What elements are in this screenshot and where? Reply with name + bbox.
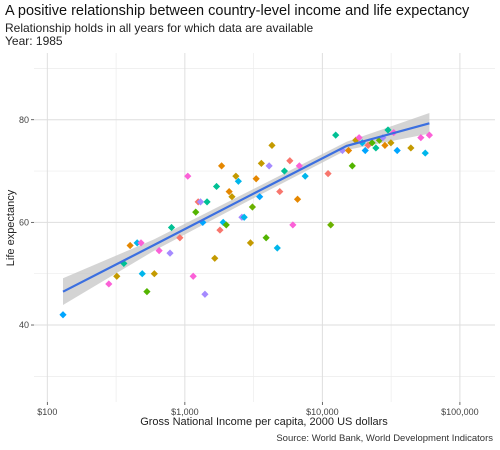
x-tick-label: $1,000 [171, 407, 199, 417]
data-point [246, 239, 255, 247]
data-point [289, 221, 297, 229]
data-point [143, 288, 151, 296]
data-point [232, 172, 240, 180]
data-point [120, 259, 128, 268]
data-point [105, 280, 113, 288]
data-point [348, 162, 356, 170]
data-point [189, 272, 197, 280]
data-point [387, 139, 395, 147]
trend-line [62, 122, 430, 293]
minor-gridlines [34, 53, 495, 402]
data-point [293, 195, 302, 203]
data-point [276, 187, 284, 196]
x-axis-label: Gross National Income per capita, 2000 U… [140, 416, 388, 428]
data-point [327, 221, 335, 229]
y-tick-label: 60 [19, 218, 29, 228]
data-point [234, 177, 242, 185]
data-point [361, 146, 369, 155]
data-point [228, 193, 236, 201]
data-point [217, 162, 226, 170]
data-point [338, 146, 347, 155]
data-point [196, 198, 205, 206]
data-point [324, 170, 332, 178]
y-tick-label: 40 [19, 320, 29, 330]
data-point [211, 254, 219, 262]
data-point [240, 213, 248, 221]
data-point [286, 157, 294, 165]
data-point [167, 223, 176, 232]
data-point [421, 149, 429, 157]
data-point [212, 182, 221, 191]
data-point [184, 172, 192, 180]
data-point [295, 162, 303, 170]
x-tick-label: $100,000 [441, 407, 479, 417]
data-point [192, 208, 200, 216]
data-point [417, 134, 425, 142]
x-tick-label: $100 [37, 407, 57, 417]
data-point [248, 203, 257, 211]
data-point [262, 234, 270, 242]
data-point [150, 270, 158, 278]
data-point [355, 134, 363, 142]
data-point [344, 146, 353, 155]
data-point [381, 141, 389, 149]
year-label: Year: 1985 [5, 34, 63, 48]
data-point [372, 144, 380, 152]
data-point [256, 193, 264, 201]
x-tick-label: $10,000 [306, 407, 339, 417]
data-point [384, 126, 392, 134]
data-point [225, 187, 233, 196]
data-point [368, 139, 376, 147]
data-point [364, 141, 372, 149]
data-point [425, 131, 433, 139]
chart-subtitle: Relationship holds in all years for whic… [5, 21, 314, 35]
data-point [155, 246, 163, 255]
chart-caption: Source: World Bank, World Development In… [276, 433, 493, 444]
chart-title: A positive relationship between country-… [5, 3, 470, 19]
data-point [268, 141, 276, 149]
data-point [126, 241, 134, 250]
data-point [59, 311, 67, 319]
y-axis-label: Life expectancy [5, 189, 17, 266]
data-point [222, 221, 230, 229]
data-point [113, 272, 121, 280]
data-point [216, 226, 224, 234]
data-point [332, 131, 340, 139]
data-point [407, 144, 415, 152]
data-point [375, 136, 384, 144]
data-point [280, 167, 289, 175]
plot-panel [34, 53, 495, 402]
data-point [273, 244, 281, 252]
y-tick-label: 80 [19, 115, 29, 125]
data-point [201, 290, 209, 298]
data-point [252, 175, 260, 183]
data-point [265, 162, 273, 170]
data-point [176, 234, 184, 242]
data-point [393, 146, 401, 155]
data-point [352, 136, 360, 144]
data-point [133, 239, 141, 247]
y-axis-ticks: 40 60 80 [19, 115, 34, 330]
data-point [166, 249, 174, 257]
data-point [138, 270, 146, 278]
x-axis-ticks: $100 $1,000 $10,000 $100,000 [37, 402, 479, 417]
data-point [137, 239, 145, 247]
data-point [257, 159, 265, 167]
data-points [59, 126, 433, 319]
data-point [301, 172, 309, 180]
data-point [203, 198, 211, 206]
